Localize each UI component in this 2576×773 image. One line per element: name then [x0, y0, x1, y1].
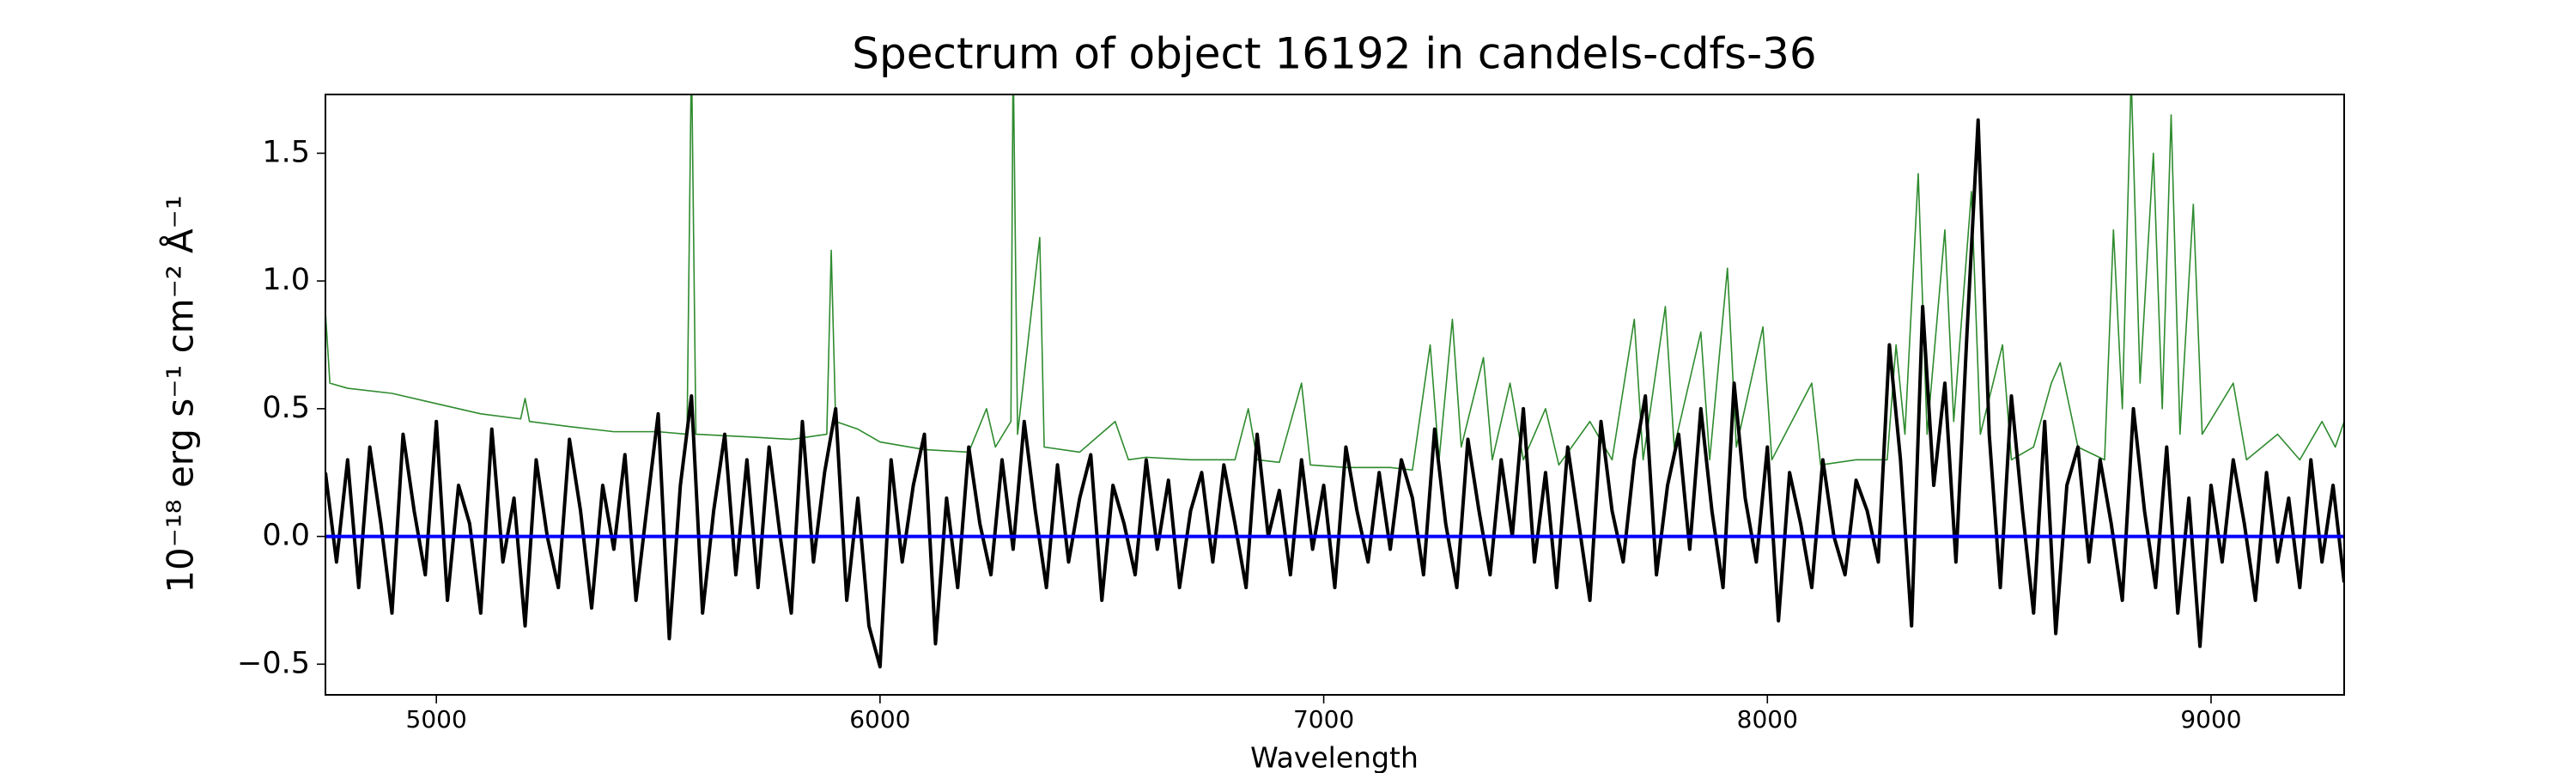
- y-tick-label: −0.5: [237, 646, 310, 680]
- x-tick-label: 7000: [1293, 705, 1354, 733]
- chart-title: Spectrum of object 16192 in candels-cdfs…: [852, 29, 1817, 79]
- x-tick-label: 8000: [1737, 705, 1798, 733]
- y-tick-label: 1.5: [262, 135, 310, 169]
- x-tick-label: 5000: [406, 705, 467, 733]
- plot-area: [325, 94, 2344, 669]
- y-tick-label: 0.0: [262, 519, 310, 553]
- x-tick-label: 9000: [2180, 705, 2241, 733]
- spectrum-line: [325, 94, 2344, 472]
- y-axis-label: 10⁻¹⁸ erg s⁻¹ cm⁻² Å⁻¹: [159, 195, 202, 593]
- y-tick-label: 0.5: [262, 391, 310, 425]
- x-axis-label: Wavelength: [1250, 741, 1419, 773]
- x-tick-label: 6000: [849, 705, 910, 733]
- spectrum-line: [325, 118, 2344, 669]
- y-tick-label: 1.0: [262, 263, 310, 297]
- axes-frame: [325, 94, 2345, 696]
